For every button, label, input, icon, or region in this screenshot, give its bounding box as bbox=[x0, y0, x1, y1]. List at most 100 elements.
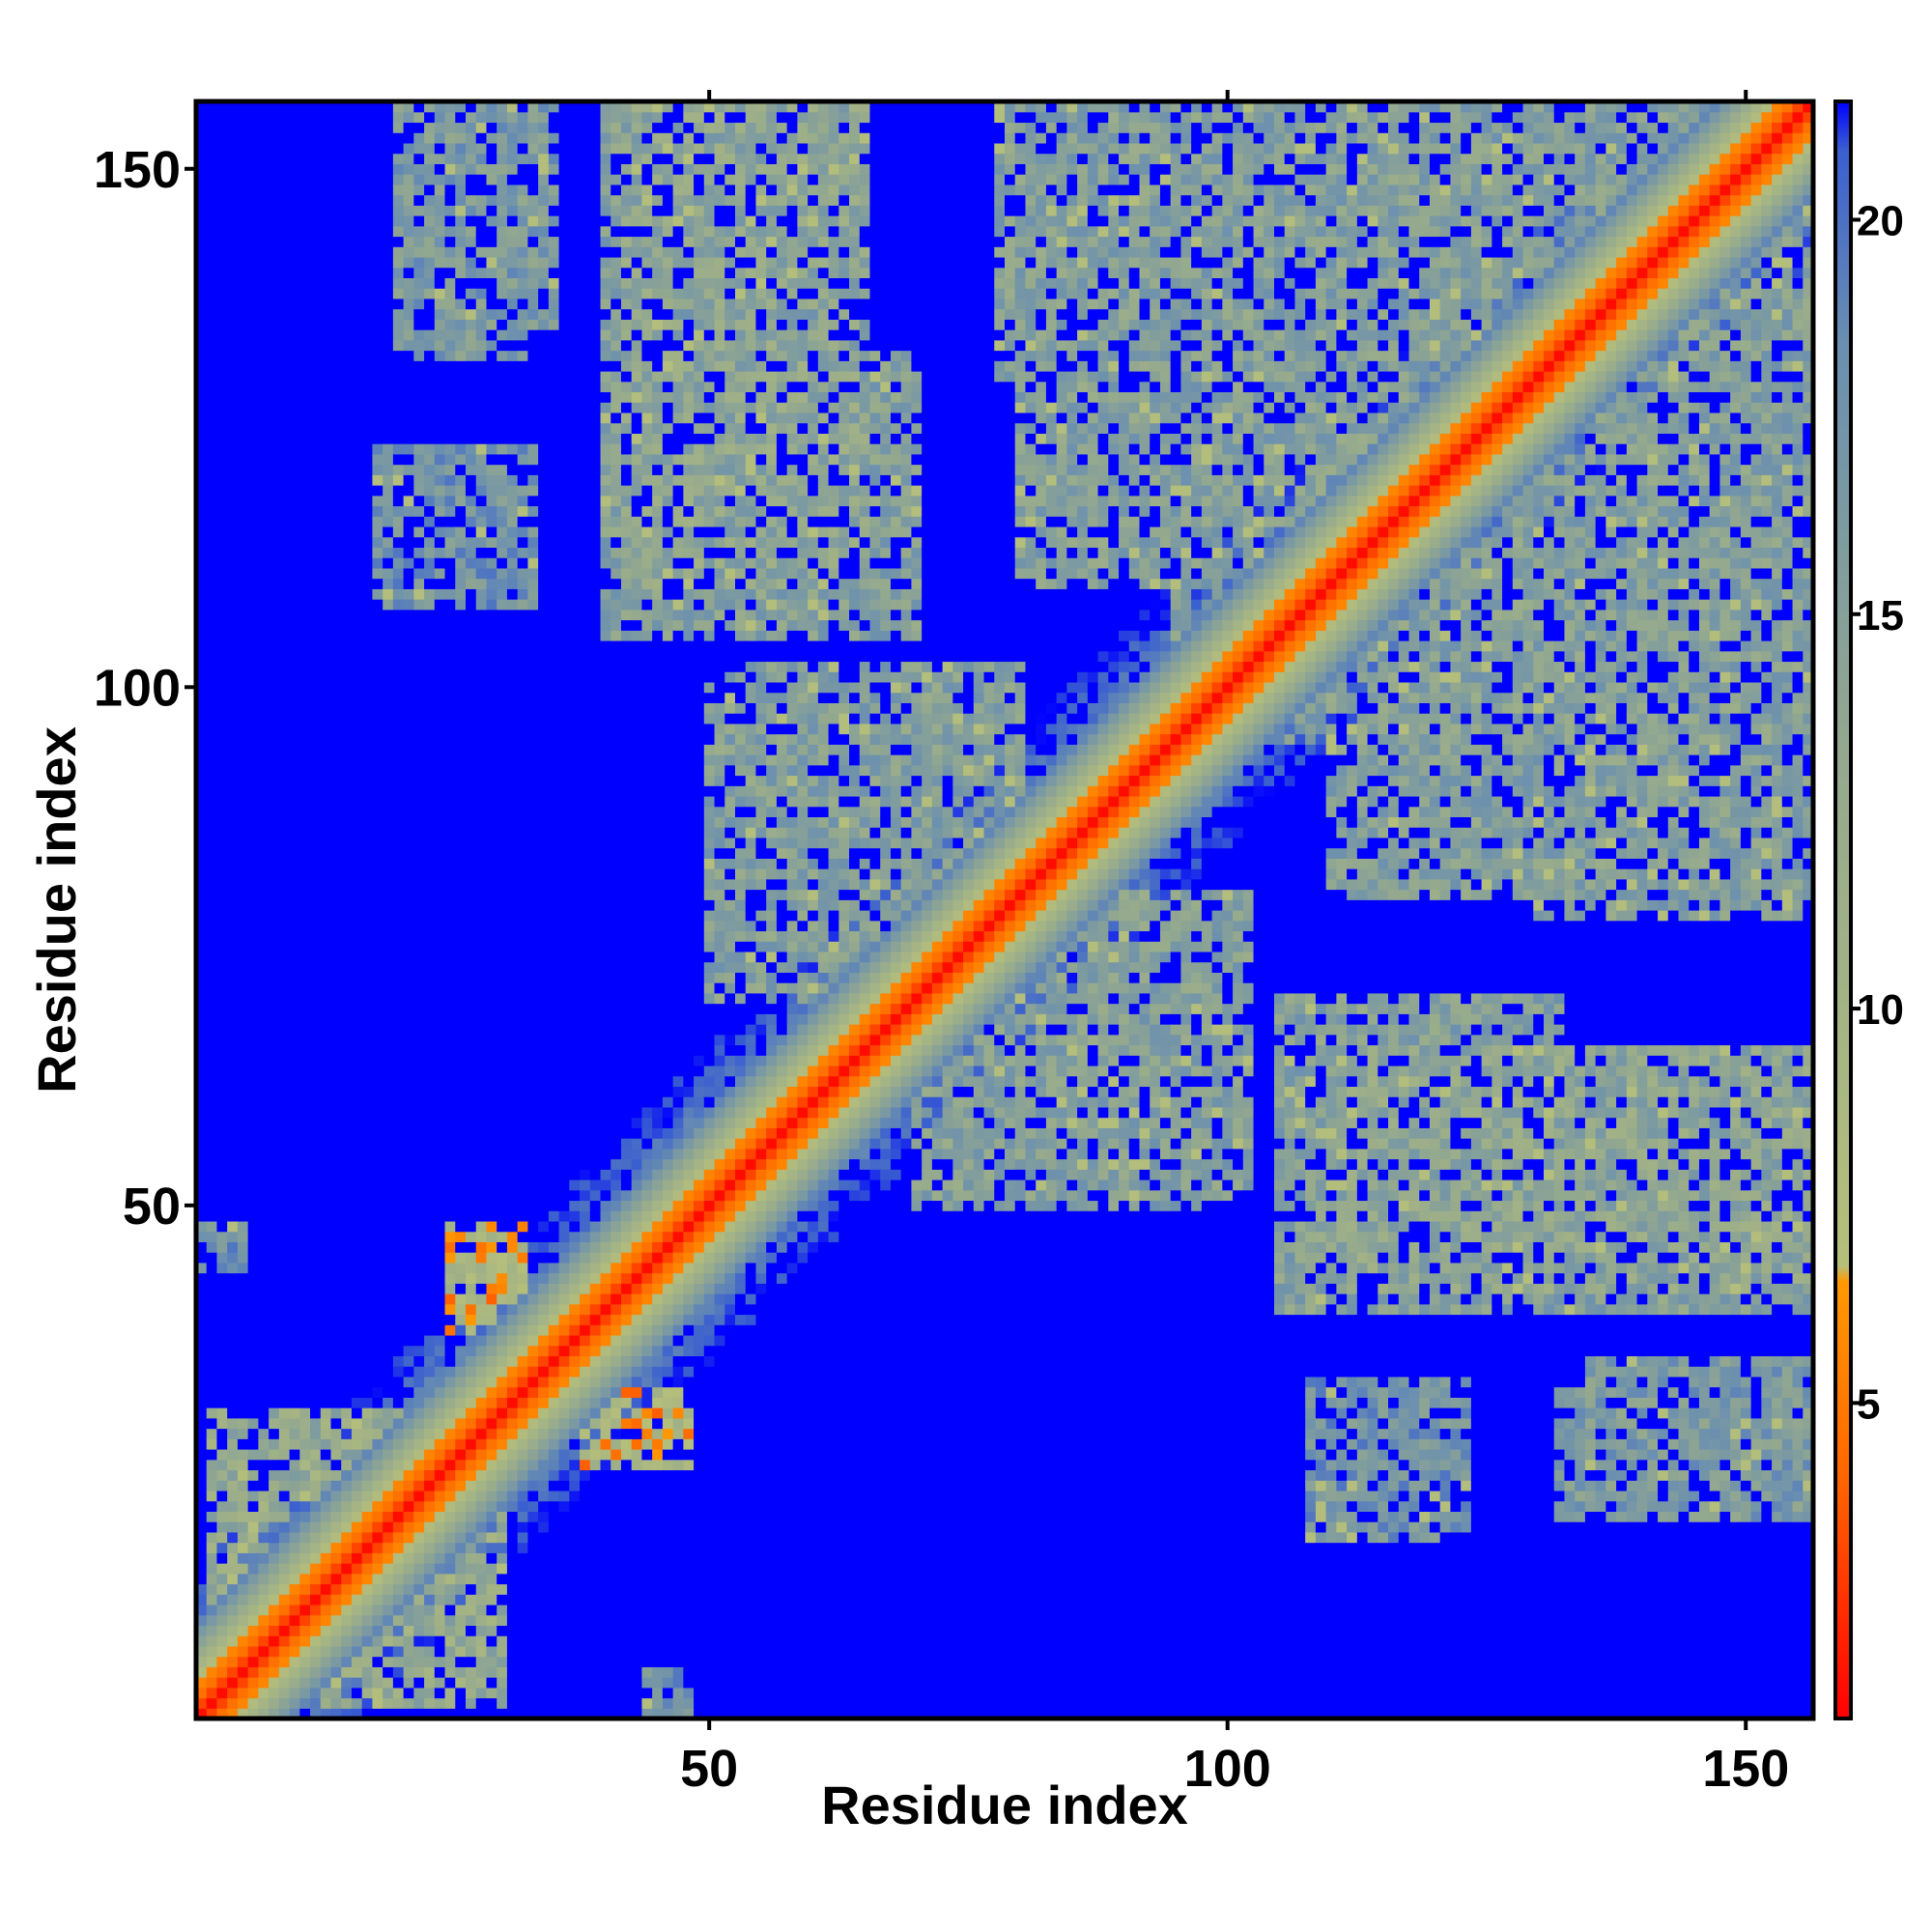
heatmap-cell bbox=[216, 1583, 228, 1595]
heatmap-cell bbox=[361, 733, 374, 745]
heatmap-cell bbox=[258, 1563, 270, 1575]
heatmap-cell bbox=[475, 1252, 488, 1264]
heatmap-cell bbox=[497, 184, 508, 196]
heatmap-cell bbox=[269, 1500, 280, 1512]
heatmap-cell bbox=[383, 1148, 394, 1160]
heatmap-cell bbox=[486, 1583, 497, 1595]
heatmap-cell bbox=[247, 878, 259, 891]
heatmap-cell bbox=[216, 174, 228, 185]
heatmap-cell bbox=[299, 1003, 311, 1014]
heatmap-cell bbox=[247, 599, 259, 611]
heatmap-cell bbox=[475, 215, 488, 227]
heatmap-cell bbox=[278, 132, 291, 144]
heatmap-cell bbox=[247, 288, 259, 299]
heatmap-cell bbox=[269, 992, 280, 1005]
heatmap-cell bbox=[455, 1106, 467, 1119]
heatmap-cell bbox=[361, 256, 374, 269]
heatmap-cell bbox=[434, 526, 446, 538]
heatmap-cell bbox=[341, 972, 353, 983]
heatmap-cell bbox=[392, 775, 405, 786]
heatmap-cell bbox=[289, 1500, 300, 1512]
heatmap-cell bbox=[310, 153, 322, 164]
heatmap-cell bbox=[413, 1656, 425, 1667]
heatmap-cell bbox=[237, 391, 249, 403]
heatmap-cell bbox=[361, 1449, 374, 1461]
heatmap-cell bbox=[392, 1573, 405, 1585]
heatmap-cell bbox=[247, 1086, 259, 1097]
heatmap-cell bbox=[466, 1397, 477, 1408]
heatmap-cell bbox=[444, 1656, 456, 1667]
heatmap-cell bbox=[506, 495, 519, 507]
heatmap-cell bbox=[310, 1366, 322, 1378]
heatmap-cell bbox=[289, 371, 300, 383]
heatmap-cell bbox=[424, 1314, 436, 1325]
heatmap-cell bbox=[424, 1200, 436, 1211]
heatmap-cell bbox=[466, 1169, 477, 1180]
heatmap-cell bbox=[341, 1210, 353, 1222]
heatmap-cell bbox=[196, 453, 208, 466]
heatmap-cell bbox=[216, 526, 228, 538]
heatmap-cell bbox=[196, 920, 208, 932]
heatmap-cell bbox=[216, 142, 228, 155]
heatmap-cell bbox=[506, 1625, 519, 1636]
heatmap-cell bbox=[330, 1552, 342, 1564]
heatmap-cell bbox=[320, 868, 332, 880]
heatmap-cell bbox=[361, 837, 374, 849]
heatmap-cell bbox=[216, 1003, 228, 1014]
heatmap-cell bbox=[497, 288, 508, 299]
heatmap-cell bbox=[403, 827, 414, 838]
heatmap-cell bbox=[196, 526, 208, 538]
heatmap-cell bbox=[475, 1138, 488, 1150]
heatmap-cell bbox=[475, 433, 488, 444]
heatmap-cell bbox=[466, 1283, 477, 1294]
heatmap-cell bbox=[196, 1210, 208, 1222]
heatmap-cell bbox=[444, 1428, 456, 1439]
heatmap-cell bbox=[475, 443, 488, 455]
heatmap-cell bbox=[486, 1324, 497, 1336]
heatmap-cell bbox=[341, 526, 353, 538]
heatmap-cell bbox=[434, 1449, 446, 1461]
heatmap-cell bbox=[278, 1708, 291, 1719]
heatmap-cell bbox=[278, 1604, 291, 1616]
heatmap-cell bbox=[278, 785, 291, 797]
heatmap-cell bbox=[455, 101, 467, 113]
heatmap-cell bbox=[424, 1386, 436, 1398]
heatmap-cell bbox=[506, 505, 519, 517]
heatmap-cell bbox=[434, 951, 446, 963]
heatmap-cell bbox=[475, 1127, 488, 1139]
heatmap-cell bbox=[299, 464, 311, 475]
heatmap-cell bbox=[269, 661, 280, 672]
heatmap-cell bbox=[216, 485, 228, 497]
heatmap-cell bbox=[289, 951, 300, 963]
heatmap-cell bbox=[383, 1656, 394, 1667]
heatmap-cell bbox=[361, 1127, 374, 1139]
heatmap-cell bbox=[330, 1417, 342, 1430]
heatmap-cell bbox=[517, 992, 528, 1005]
heatmap-cell bbox=[320, 578, 332, 589]
heatmap-cell bbox=[497, 1614, 508, 1627]
heatmap-cell bbox=[434, 485, 446, 497]
heatmap-cell bbox=[444, 630, 456, 641]
heatmap-cell bbox=[475, 951, 488, 963]
heatmap-cell bbox=[361, 371, 374, 383]
heatmap-cell bbox=[206, 764, 218, 777]
heatmap-cell bbox=[372, 1024, 384, 1036]
heatmap-cell bbox=[247, 692, 259, 703]
heatmap-cell bbox=[351, 1138, 363, 1150]
heatmap-cell bbox=[361, 1355, 374, 1367]
heatmap-cell bbox=[278, 1148, 291, 1160]
heatmap-cell bbox=[517, 1127, 528, 1139]
heatmap-cell bbox=[258, 1459, 270, 1471]
heatmap-cell bbox=[206, 630, 218, 641]
heatmap-cell bbox=[341, 1376, 353, 1388]
heatmap-cell bbox=[455, 630, 467, 641]
heatmap-cell bbox=[258, 1438, 270, 1450]
heatmap-cell bbox=[299, 319, 311, 330]
heatmap-cell bbox=[517, 1158, 528, 1170]
heatmap-cell bbox=[383, 1386, 394, 1398]
heatmap-cell bbox=[351, 702, 363, 714]
heatmap-cell bbox=[444, 1003, 456, 1014]
heatmap-cell bbox=[258, 1065, 270, 1077]
heatmap-cell bbox=[486, 1552, 497, 1564]
heatmap-cell bbox=[466, 1303, 477, 1316]
